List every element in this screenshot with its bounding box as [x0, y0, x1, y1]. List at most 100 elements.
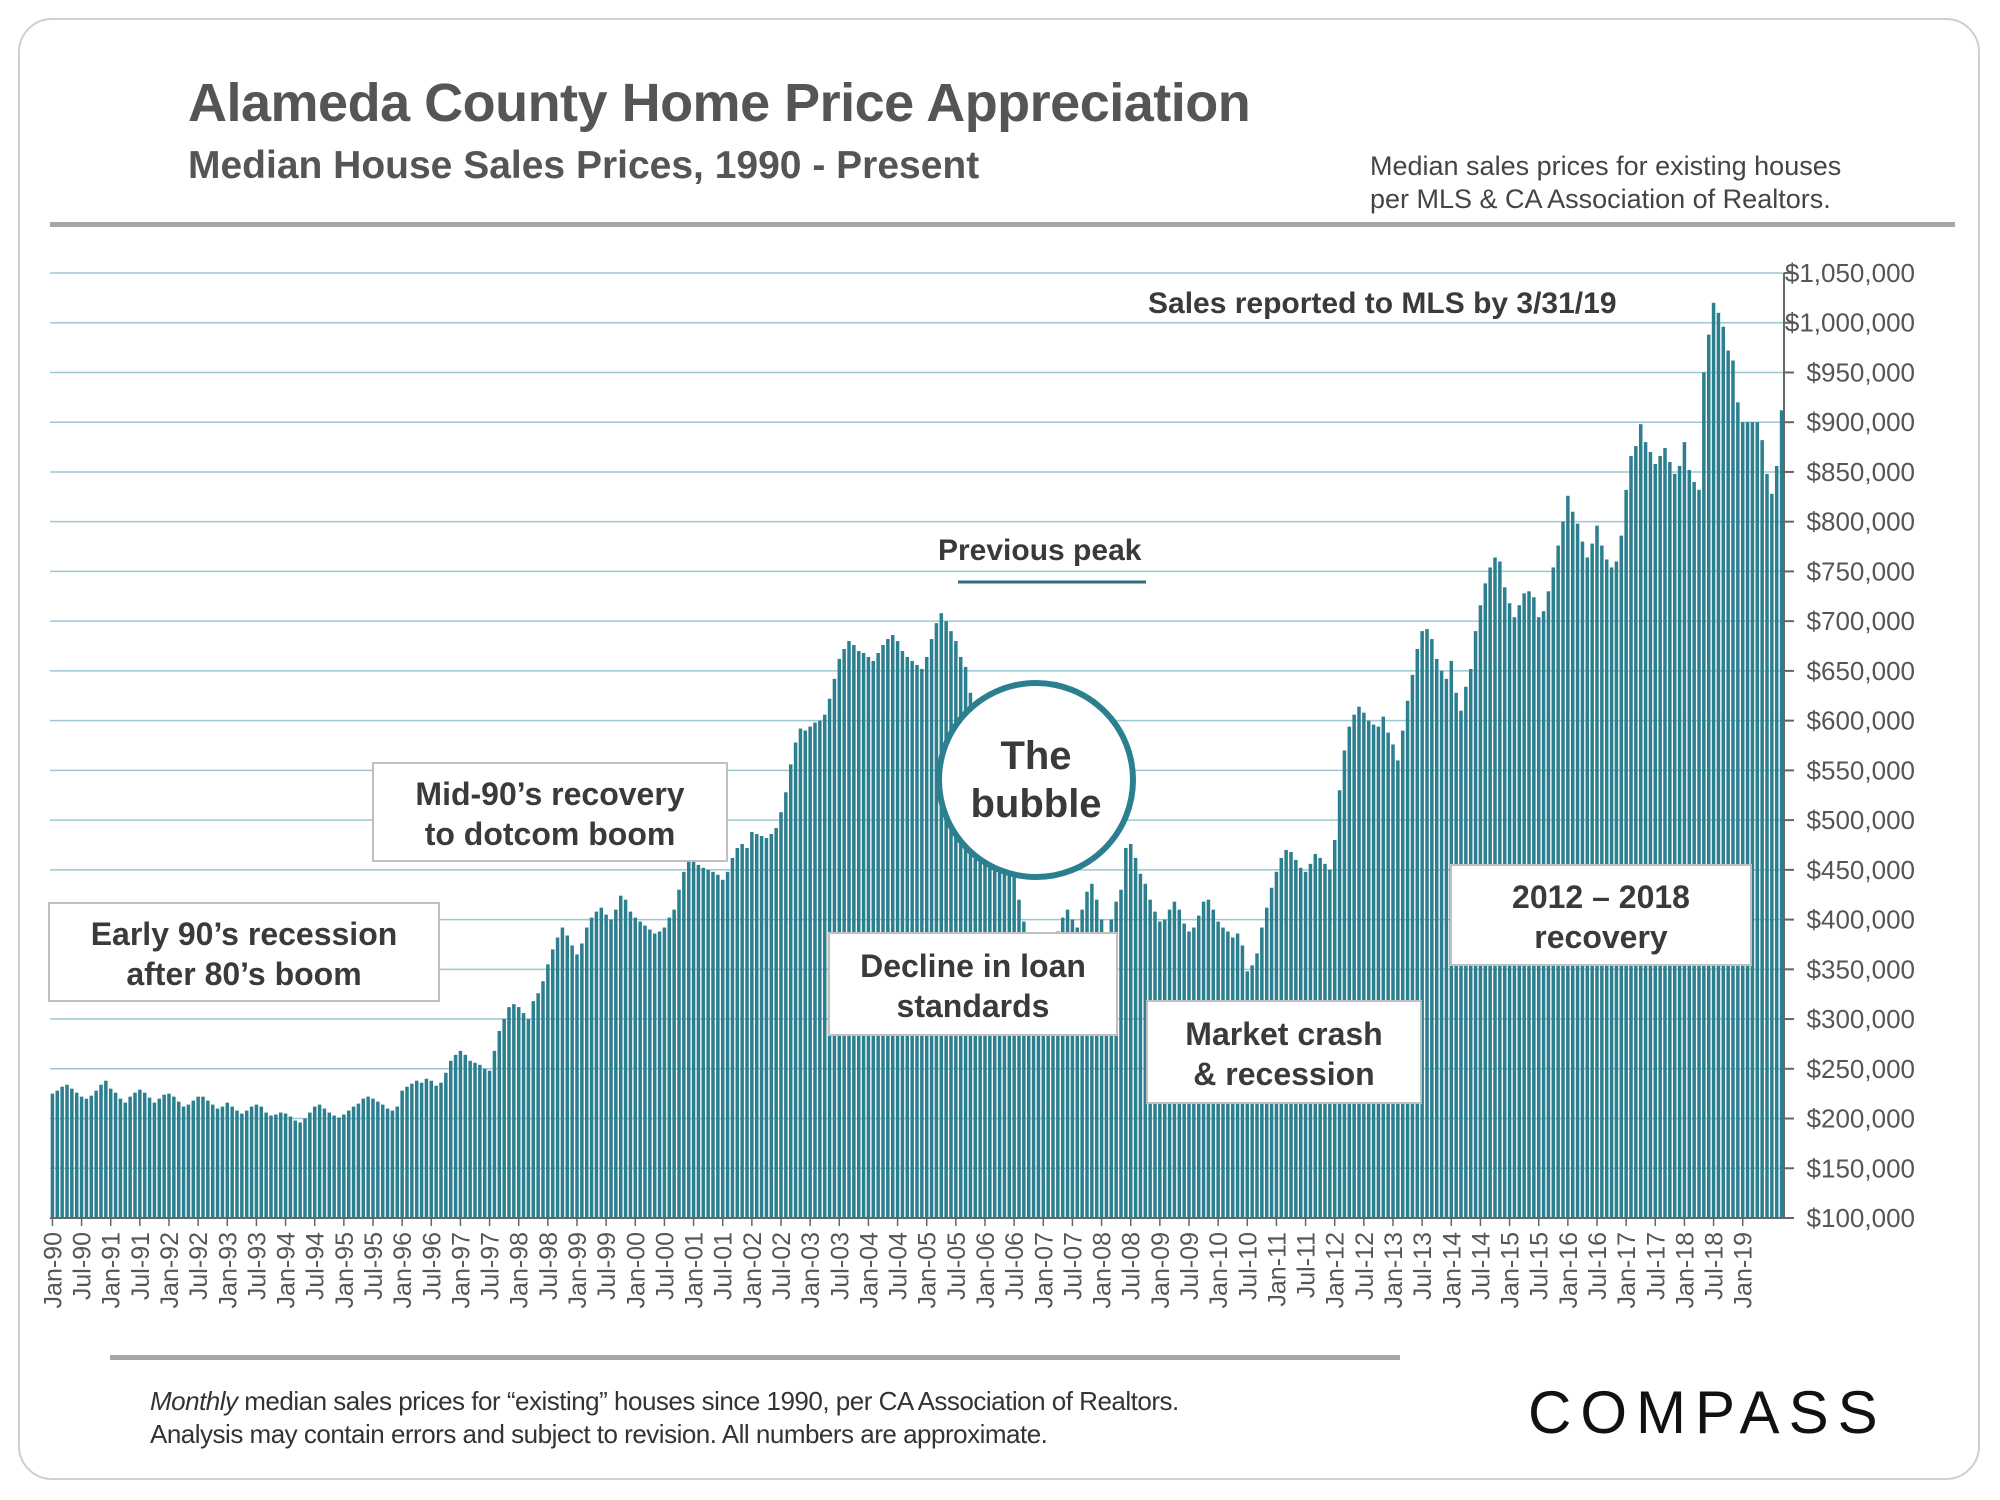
price-bar	[1026, 941, 1031, 1218]
price-bar	[1726, 350, 1730, 1219]
price-bar	[1090, 883, 1094, 1218]
x-tick-label: Jul-10	[1234, 1232, 1262, 1300]
price-bar	[74, 1092, 79, 1218]
top-divider	[50, 222, 1955, 227]
price-bar	[1094, 899, 1099, 1218]
price-bar	[1415, 649, 1420, 1218]
price-bar	[1706, 334, 1711, 1218]
annotation-early90s: Early 90’s recession after 80’s boom	[48, 902, 440, 1002]
x-tick-label: Jul-09	[1176, 1232, 1204, 1300]
price-bar	[79, 1096, 84, 1218]
x-tick-label: Jan-09	[1147, 1232, 1175, 1308]
price-bar	[929, 639, 934, 1218]
price-bar	[618, 895, 623, 1218]
x-tick-label: Jul-90	[69, 1232, 97, 1300]
price-bar	[580, 943, 584, 1218]
price-bar	[701, 867, 706, 1218]
price-bar	[696, 864, 701, 1218]
price-bar	[808, 726, 812, 1218]
price-bar	[516, 1007, 521, 1218]
price-bar	[424, 1078, 429, 1218]
price-bar	[667, 917, 672, 1218]
x-tick-label: Jan-16	[1555, 1232, 1583, 1308]
y-tick-label: $900,000	[1807, 407, 1915, 437]
price-bar	[244, 1110, 249, 1218]
price-bar	[264, 1112, 268, 1218]
price-bar	[249, 1106, 254, 1218]
price-bar	[954, 641, 958, 1218]
y-tick-label: $350,000	[1807, 954, 1915, 984]
y-tick-label: $950,000	[1807, 357, 1915, 387]
price-bar	[220, 1106, 225, 1218]
footnote-line-1-text: median sales prices for “existing” house…	[237, 1386, 1179, 1416]
price-bar	[322, 1108, 327, 1218]
price-bar	[852, 645, 856, 1218]
price-bar	[176, 1101, 181, 1218]
price-bar	[380, 1104, 385, 1218]
price-bar	[1439, 670, 1444, 1218]
x-tick-label: Jan-18	[1671, 1232, 1699, 1308]
y-tick-label: $100,000	[1807, 1203, 1915, 1233]
price-bar	[594, 911, 599, 1218]
price-bar	[730, 857, 735, 1218]
price-bar	[754, 834, 759, 1218]
x-tick-label: Jul-15	[1526, 1232, 1554, 1300]
price-bar	[308, 1112, 312, 1218]
price-bar	[1065, 909, 1070, 1218]
price-bar	[745, 847, 749, 1218]
price-bar	[1711, 302, 1716, 1219]
price-bar	[1391, 744, 1395, 1218]
price-bar	[448, 1060, 453, 1218]
price-bar	[1663, 448, 1667, 1218]
price-bar	[278, 1112, 283, 1218]
price-bar	[1012, 873, 1016, 1218]
x-tick-label: Jul-02	[768, 1232, 796, 1300]
annotation-market-crash-line-2: & recession	[1193, 1056, 1375, 1092]
price-bar	[1750, 422, 1755, 1219]
price-bar	[453, 1054, 458, 1218]
price-bar	[1366, 720, 1371, 1218]
price-bar	[599, 907, 604, 1218]
price-bar	[711, 871, 715, 1218]
x-tick-label: Jul-94	[302, 1232, 330, 1300]
x-tick-label: Jan-96	[389, 1232, 417, 1308]
x-tick-label: Jul-00	[651, 1232, 679, 1300]
price-bar	[512, 1004, 516, 1218]
price-bar	[1668, 462, 1672, 1218]
price-bar	[1692, 481, 1696, 1218]
price-bar	[584, 927, 589, 1218]
price-bar	[1080, 909, 1084, 1218]
price-bar	[492, 1050, 497, 1218]
price-bar	[128, 1096, 132, 1218]
annotation-market-crash: Market crash & recession	[1146, 1000, 1422, 1104]
annotation-loan-standards: Decline in loan standards	[828, 932, 1118, 1036]
price-bar	[419, 1082, 424, 1218]
price-bar	[1653, 463, 1658, 1218]
price-bar	[541, 981, 545, 1218]
price-bar	[288, 1116, 293, 1218]
annotation-early90s-line-2: after 80’s boom	[126, 956, 362, 992]
price-bar	[1765, 473, 1769, 1218]
price-bar	[206, 1100, 210, 1218]
price-bar	[94, 1090, 98, 1218]
annotation-mid90s-line-1: Mid-90’s recovery	[415, 776, 685, 812]
price-bar	[283, 1113, 288, 1218]
x-tick-label: Jan-91	[98, 1232, 126, 1308]
price-bar	[764, 838, 769, 1218]
x-tick-label: Jan-19	[1730, 1232, 1758, 1308]
price-bars	[50, 302, 1784, 1219]
y-tick-label: $400,000	[1807, 905, 1915, 935]
price-bar	[1779, 410, 1784, 1218]
price-bar	[536, 993, 540, 1218]
x-tick-label: Jul-11	[1293, 1232, 1321, 1298]
x-tick-label: Jul-12	[1351, 1232, 1379, 1300]
footnote-line-2: Analysis may contain errors and subject …	[150, 1419, 1048, 1449]
annotation-loan-standards-line-2: standards	[896, 988, 1050, 1024]
price-bar	[1736, 402, 1740, 1218]
price-bar	[482, 1068, 487, 1218]
price-bar	[497, 1030, 502, 1218]
price-bar	[818, 720, 822, 1218]
price-bar	[614, 909, 618, 1218]
price-bar	[944, 621, 948, 1218]
price-bar	[774, 828, 778, 1218]
